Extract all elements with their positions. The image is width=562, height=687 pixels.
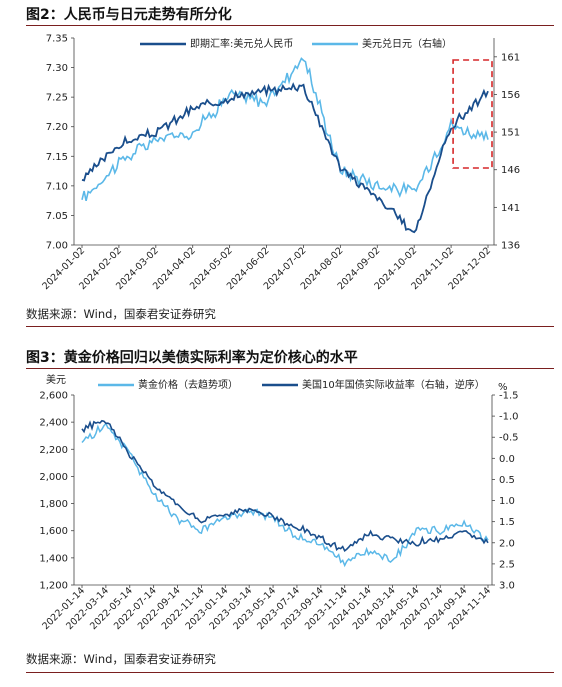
x-tick-label: 2022-03-14 xyxy=(64,585,111,632)
x-tick-label: 2024-09-14 xyxy=(422,585,469,632)
left-tick-label: 7.05 xyxy=(46,211,68,222)
figure-2-source-rule xyxy=(26,326,554,327)
left-tick-label: 7.30 xyxy=(46,63,68,74)
right-tick-label: 2.0 xyxy=(499,538,515,549)
x-tick-label: 2023-11-14 xyxy=(303,585,350,632)
figure-3-title-rule xyxy=(26,368,554,369)
left-tick-label: 2,600 xyxy=(39,391,68,402)
x-tick-label: 2022-09-14 xyxy=(136,585,183,632)
figure-3-source: 数据来源：Wind，国泰君安证券研究 xyxy=(26,652,216,666)
left-tick-label: 1,600 xyxy=(39,526,68,537)
right-tick-label: 161 xyxy=(501,52,520,63)
highlight-dashed-box xyxy=(452,59,493,169)
right-tick-label: 141 xyxy=(501,203,520,214)
chart-rmb-jpy: 7.35 7.30 7.25 7.20 7.15 7.10 7.05 7.00 161 156 15… xyxy=(40,34,520,293)
x-tick-label: 2023-07-14 xyxy=(255,585,302,632)
figure-2-title-rule xyxy=(26,25,554,26)
right-tick-label: -1.5 xyxy=(499,391,519,402)
x-tick-label: 2023-09-14 xyxy=(279,585,326,632)
x-tick-label: 2024-01-14 xyxy=(327,585,374,632)
left-tick-label: 7.35 xyxy=(46,34,68,45)
right-tick-label: 136 xyxy=(501,241,520,252)
x-tick-label: 2022-07-14 xyxy=(112,585,159,632)
legend-label-gold: 黄金价格（去趋势项） xyxy=(138,378,238,391)
legend-label-real-yield: 美国10年国债实际收益率（右轴，逆序） xyxy=(302,378,485,391)
right-tick-label: 1.5 xyxy=(499,517,515,528)
right-tick-label: 3.0 xyxy=(499,581,515,592)
right-tick-label: 156 xyxy=(501,90,520,101)
series-gold-line xyxy=(81,422,489,568)
left-tick-label: 7.20 xyxy=(46,122,68,133)
x-tick-label: 2024-07-14 xyxy=(399,585,446,632)
left-axis-unit: 美元 xyxy=(46,373,66,386)
left-tick-label: 2,200 xyxy=(39,445,68,456)
left-tick-label: 2,400 xyxy=(39,418,68,429)
right-tick-label: 146 xyxy=(501,165,520,176)
right-tick-label: 2.5 xyxy=(499,559,515,570)
x-tick-label: 2023-01-14 xyxy=(184,585,231,632)
right-tick-label: 0.0 xyxy=(499,454,515,465)
legend-label-usd-cny: 即期汇率:美元兑人民币 xyxy=(190,37,293,50)
figure-3-source-rule xyxy=(26,672,554,673)
right-tick-label: -1.0 xyxy=(499,412,519,423)
figure-3-title: 图3：黄金价格回归以美债实际利率为定价核心的水平 xyxy=(26,350,358,366)
left-tick-label: 1,200 xyxy=(39,581,68,592)
x-tick-label: 2024-03-14 xyxy=(351,585,398,632)
x-tick-label: 2022-11-14 xyxy=(160,585,207,632)
right-tick-label: -0.5 xyxy=(499,433,519,444)
x-tick-label: 2024-05-14 xyxy=(375,585,422,632)
left-tick-label: 2,000 xyxy=(39,472,68,483)
series-usd-jpy-line xyxy=(81,57,489,201)
x-tick-label: 2022-05-14 xyxy=(88,585,135,632)
series-real-yield-line xyxy=(81,419,489,553)
left-tick-label: 7.00 xyxy=(46,241,68,252)
left-tick-label: 7.25 xyxy=(46,93,68,104)
left-tick-label: 7.10 xyxy=(46,181,68,192)
left-tick-label: 7.15 xyxy=(46,152,68,163)
right-tick-label: 1.0 xyxy=(499,496,515,507)
figure-2-source: 数据来源：Wind，国泰君安证券研究 xyxy=(26,307,216,321)
right-tick-label: 0.5 xyxy=(499,475,515,486)
x-tick-label: 2023-03-14 xyxy=(207,585,254,632)
series-usd-cny-line xyxy=(81,82,489,234)
right-axis-unit: % xyxy=(498,382,508,393)
figure-2-title: 图2：人民币与日元走势有所分化 xyxy=(26,7,232,23)
right-tick-label: 151 xyxy=(501,128,520,139)
x-tick-label: 2024-11-14 xyxy=(446,585,493,632)
left-tick-label: 1,400 xyxy=(39,553,68,564)
x-tick-label: 2022-01-14 xyxy=(40,585,87,632)
left-tick-label: 1,800 xyxy=(39,499,68,510)
x-tick-label: 2023-05-14 xyxy=(231,585,278,632)
legend-label-usd-jpy: 美元兑日元（右轴） xyxy=(362,37,452,50)
